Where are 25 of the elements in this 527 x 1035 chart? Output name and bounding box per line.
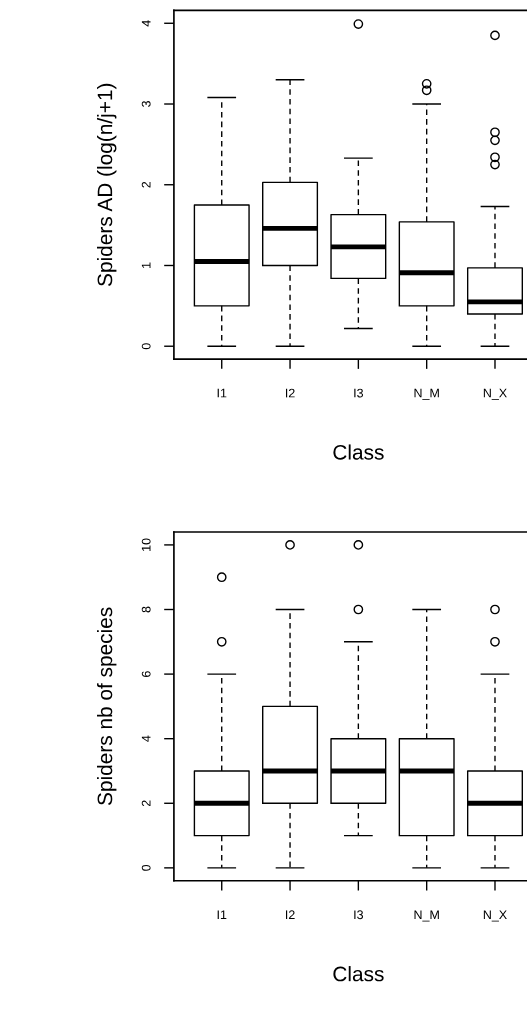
y-axis-title: Spiders nb of species [97,607,117,806]
x-tick-label: I2 [285,910,295,920]
y-tick-label: 8 [141,606,151,613]
x-tick-label: I2 [285,388,295,398]
y-tick-label: 4 [141,20,151,27]
y-tick-label: 0 [141,864,151,871]
y-tick-label: 3 [141,101,151,108]
x-tick-label: I1 [217,910,227,920]
x-tick-label: N_M [414,388,439,400]
x-axis-title: Class [333,444,384,460]
y-tick-label: 10 [141,538,151,551]
y-tick-label: 4 [141,735,151,742]
x-axis-title: Class [333,966,384,982]
x-tick-label: I1 [217,388,227,398]
y-tick-label: 1 [141,262,151,269]
x-tick-label: N_X [483,910,507,922]
y-tick-label: 0 [141,343,151,350]
x-tick-label: I3 [354,910,364,920]
y-tick-label: 2 [141,800,151,807]
y-tick-label: 2 [141,181,151,188]
x-tick-label: I3 [354,388,364,398]
y-tick-label: 6 [141,671,151,677]
y-axis-title: Spiders AD (log(n/j+1) [97,83,117,286]
x-tick-label: N_M [414,910,439,922]
x-tick-label: N_X [483,388,507,400]
